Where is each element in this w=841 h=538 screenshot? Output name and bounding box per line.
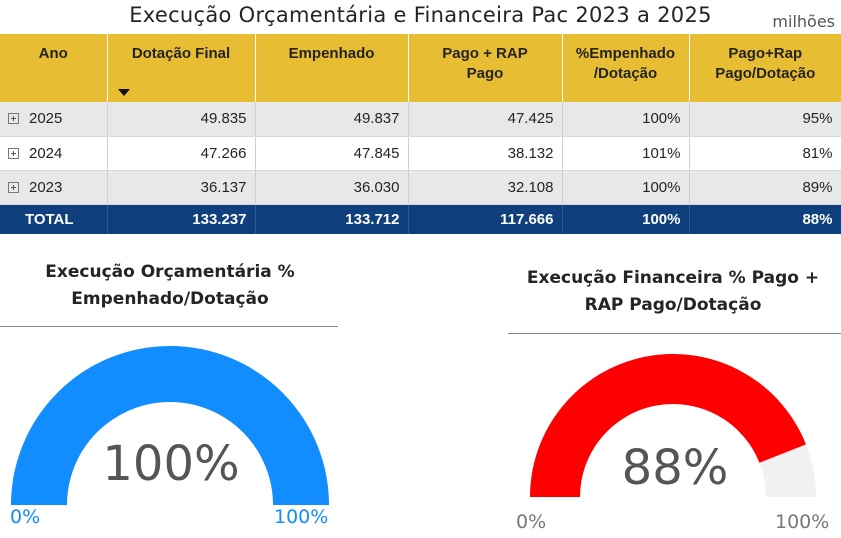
- total-empenhado-cell: 133.712: [255, 204, 409, 234]
- pago-cell: 32.108: [408, 170, 563, 205]
- col-header-label: %Empenhado: [575, 45, 676, 62]
- gauge-financeira-value: 88%: [621, 440, 729, 496]
- pct-pago-cell: 95%: [689, 102, 841, 137]
- col-header-label: Empenhado: [288, 45, 375, 62]
- col-header-ano[interactable]: Ano: [0, 34, 108, 102]
- expand-plus-icon[interactable]: [8, 181, 19, 193]
- table-row: 2025 49.835 49.837 47.425 100% 95%: [0, 102, 841, 137]
- gauge-title-line: RAP Pago/Dotação: [584, 295, 762, 315]
- sort-desc-icon[interactable]: [117, 89, 130, 96]
- gauge-fill[interactable]: [11, 346, 329, 506]
- units-label: milhões: [772, 12, 835, 31]
- col-header-label: /Dotação: [593, 64, 658, 82]
- year-label: 2023: [29, 178, 63, 196]
- year-cell: 2024: [0, 136, 108, 171]
- dotacao-cell: 49.835: [107, 102, 256, 137]
- gauge-max-label: 100%: [274, 506, 329, 528]
- col-header-label: Dotação Final: [131, 45, 231, 62]
- budget-table: Ano Dotação Final Empenhado Pago + RAP P…: [0, 34, 841, 234]
- col-header-label: Pago + RAP: [442, 45, 528, 62]
- year-cell: 2025: [0, 102, 108, 137]
- col-header-empenhado[interactable]: Empenhado: [255, 34, 409, 102]
- total-pct-pago-cell: 88%: [689, 204, 841, 234]
- empenhado-cell: 49.837: [255, 102, 409, 137]
- col-header-label: Ano: [38, 45, 68, 62]
- total-label: TOTAL: [0, 204, 108, 234]
- gauge-min-label: 0%: [10, 506, 41, 528]
- gauge-orcamentaria-divider: [0, 326, 338, 327]
- col-header-pct-pago[interactable]: Pago+Rap Pago/Dotação: [689, 34, 841, 102]
- year-label: 2025: [29, 110, 63, 128]
- year-cell: 2023: [0, 170, 108, 205]
- total-dotacao-cell: 133.237: [107, 204, 256, 234]
- table-row: 2024 47.266 47.845 38.132 101% 81%: [0, 136, 841, 171]
- gauge-min-label: 0%: [516, 511, 547, 533]
- gauge-orcamentaria: [11, 346, 329, 506]
- total-row: TOTAL 133.237 133.712 117.666 100% 88%: [0, 204, 841, 234]
- pago-cell: 38.132: [408, 136, 563, 171]
- pago-cell: 47.425: [408, 102, 563, 137]
- expand-plus-icon[interactable]: [8, 147, 19, 159]
- gauge-max-label: 100%: [775, 511, 830, 533]
- gauge-title-line: Execução Orçamentária %: [45, 262, 295, 282]
- pct-pago-cell: 81%: [689, 136, 841, 171]
- pct-empenhado-cell: 101%: [562, 136, 690, 171]
- col-header-pago[interactable]: Pago + RAP Pago: [408, 34, 563, 102]
- col-header-label: Pago/Dotação: [715, 64, 816, 82]
- pct-empenhado-cell: 100%: [562, 170, 690, 205]
- empenhado-cell: 47.845: [255, 136, 409, 171]
- col-header-pct-empenhado[interactable]: %Empenhado /Dotação: [562, 34, 690, 102]
- gauge-financeira-divider: [508, 333, 841, 334]
- page-title: Execução Orçamentária e Financeira Pac 2…: [129, 3, 712, 27]
- pct-empenhado-cell: 100%: [562, 102, 690, 137]
- pct-pago-cell: 89%: [689, 170, 841, 205]
- gauge-title-line: Empenhado/Dotação: [71, 289, 269, 309]
- gauge-title-line: Execução Financeira % Pago +: [526, 268, 820, 288]
- gauge-orcamentaria-value: 100%: [102, 436, 240, 492]
- expand-plus-icon[interactable]: [8, 113, 19, 125]
- gauge-financeira: [530, 354, 816, 498]
- table-header-row: Ano Dotação Final Empenhado Pago + RAP P…: [0, 34, 841, 102]
- dotacao-cell: 47.266: [107, 136, 256, 171]
- dotacao-cell: 36.137: [107, 170, 256, 205]
- gauge-fill[interactable]: [530, 354, 806, 498]
- year-label: 2024: [29, 144, 63, 162]
- total-pct-empenhado-cell: 100%: [562, 204, 690, 234]
- col-header-label: Pago: [466, 64, 504, 82]
- empenhado-cell: 36.030: [255, 170, 409, 205]
- gauge-orcamentaria-title: Execução Orçamentária % Empenhado/Dotaçã…: [0, 259, 340, 313]
- col-header-label: Pago+Rap: [728, 45, 803, 62]
- table-row: 2023 36.137 36.030 32.108 100% 89%: [0, 170, 841, 205]
- total-pago-cell: 117.666: [408, 204, 563, 234]
- col-header-dotacao[interactable]: Dotação Final: [107, 34, 256, 102]
- gauge-financeira-title: Execução Financeira % Pago + RAP Pago/Do…: [505, 265, 841, 319]
